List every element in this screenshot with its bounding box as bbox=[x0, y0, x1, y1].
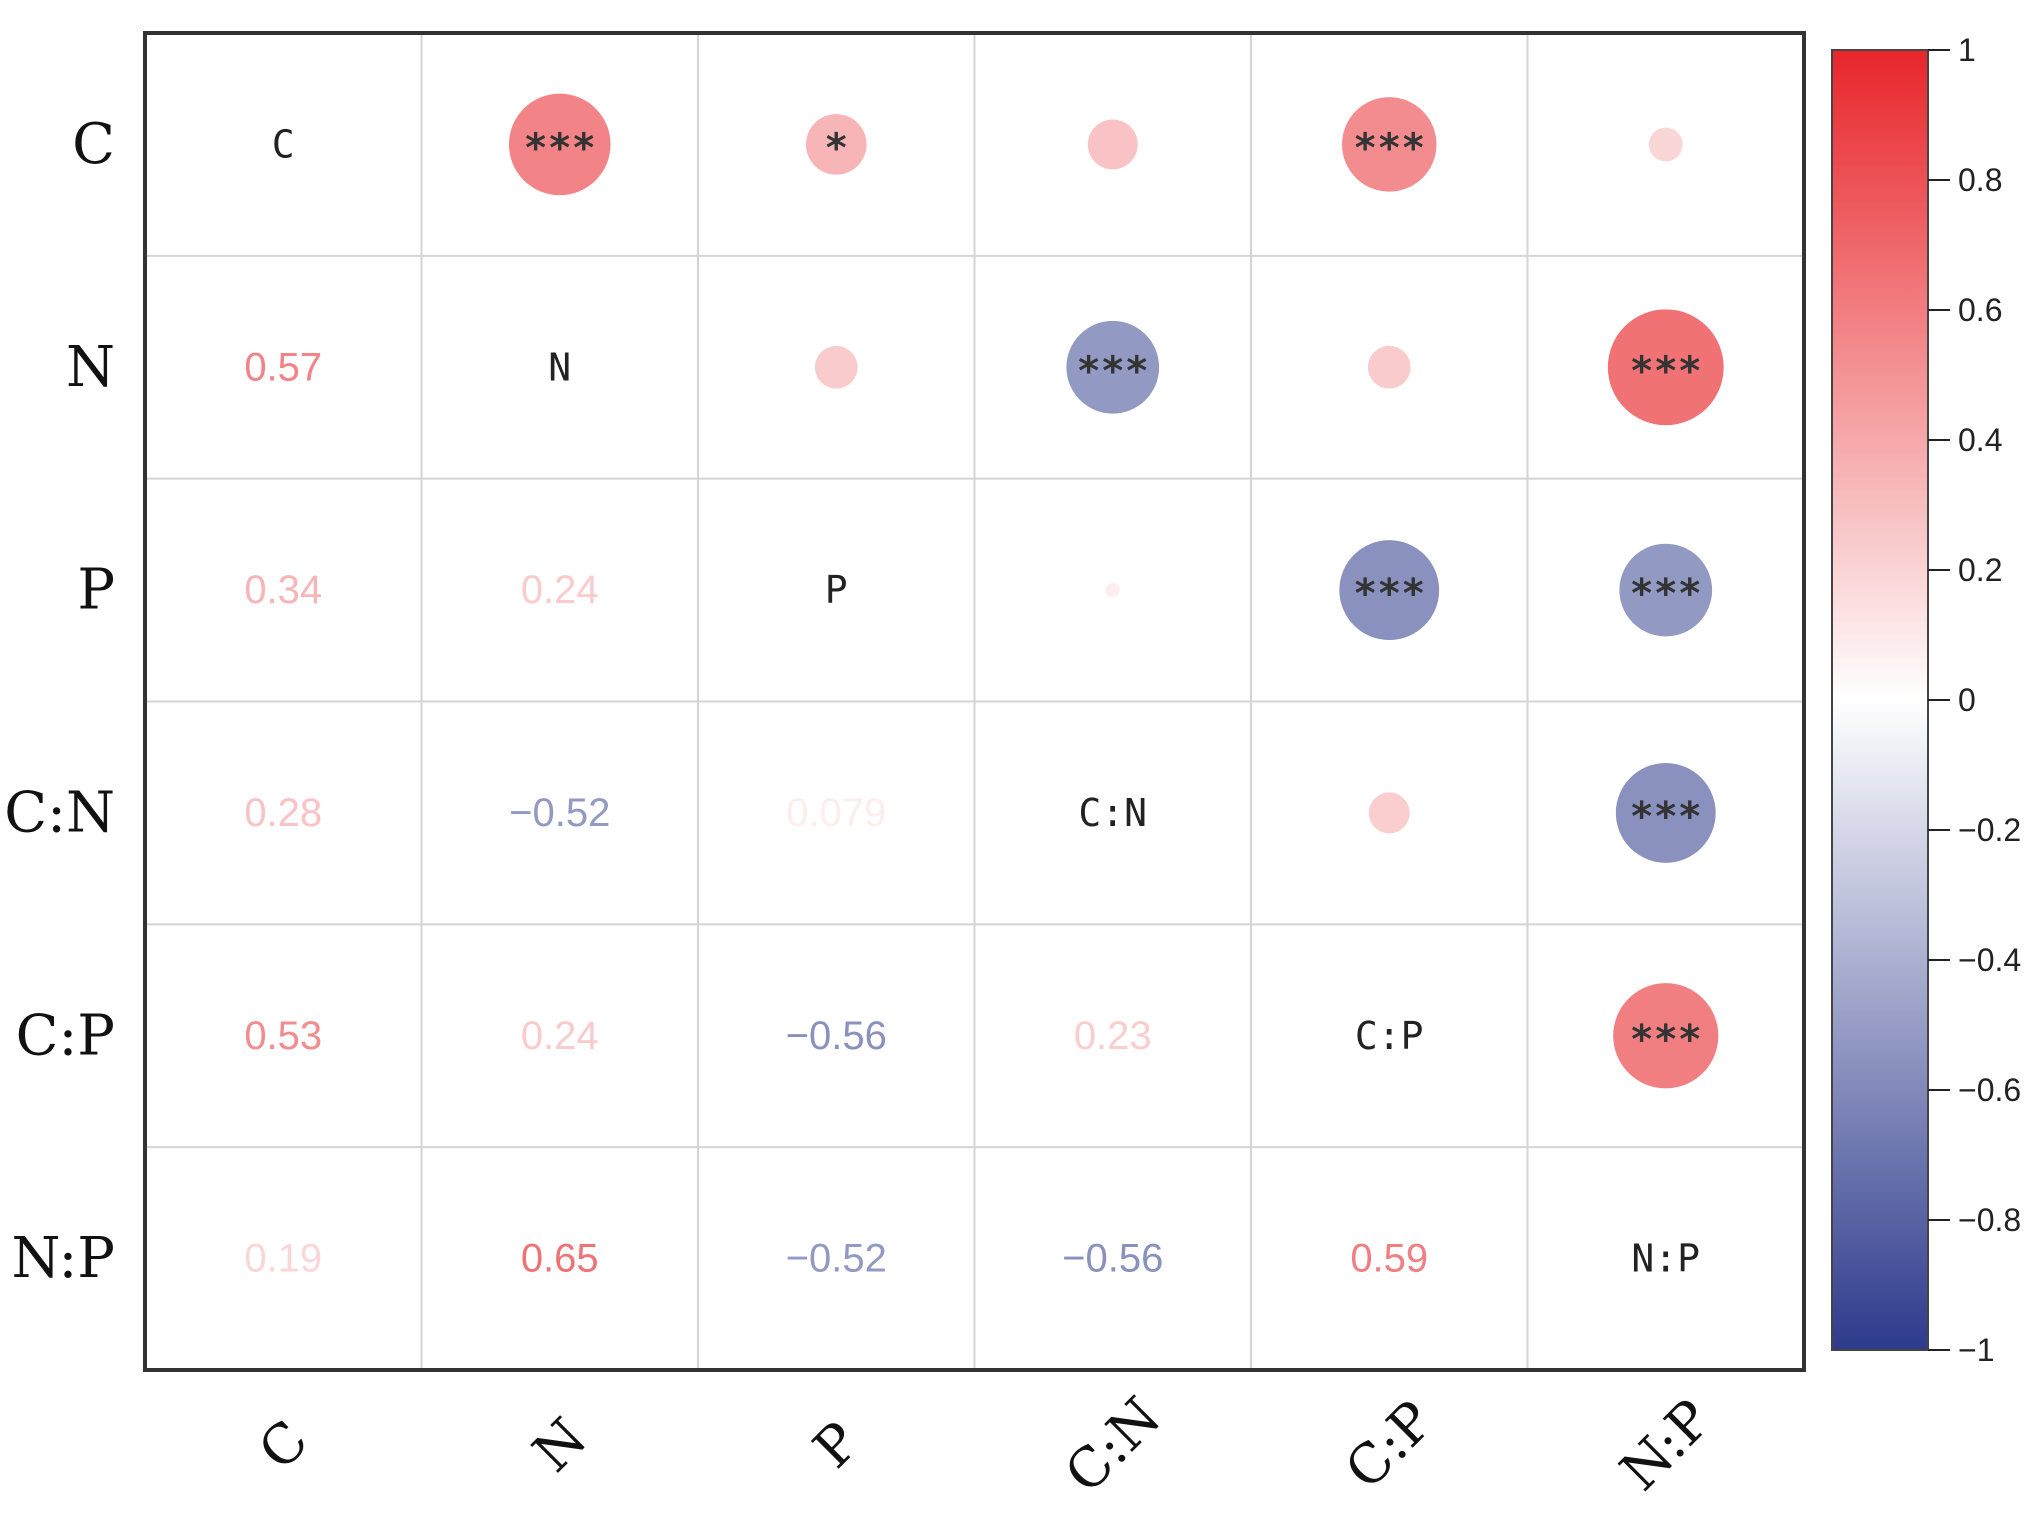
colorbar-tick-label-2: 0.6 bbox=[1958, 292, 2002, 328]
plot-frame bbox=[143, 31, 1806, 1372]
diagonal-label-5: N:P bbox=[1631, 1237, 1700, 1281]
coefficient-label-5-4: 0.59 bbox=[1350, 1237, 1428, 1281]
diagonal-label-3: C:N bbox=[1078, 791, 1147, 835]
coefficient-label-4-1: 0.24 bbox=[521, 1014, 599, 1058]
colorbar-gradient bbox=[1831, 49, 1929, 1351]
correlation-circle-0-4 bbox=[1342, 97, 1437, 192]
column-label-3: C:N bbox=[1053, 1385, 1173, 1505]
coefficient-label-4-3: 0.23 bbox=[1074, 1014, 1152, 1058]
correlation-circle-1-4 bbox=[1367, 345, 1411, 389]
coefficient-label-3-2: 0.079 bbox=[786, 791, 886, 835]
column-label-0: C bbox=[246, 1408, 320, 1482]
correlation-circle-1-5 bbox=[1607, 309, 1724, 426]
colorbar-tick-label-3: 0.4 bbox=[1958, 422, 2002, 458]
correlation-circle-2-5 bbox=[1619, 543, 1713, 637]
colorbar-tick-label-7: −0.4 bbox=[1958, 942, 2021, 978]
row-label-5: N:P bbox=[11, 1226, 115, 1291]
matrix-cells: C *** * ***0.57 N *** ***0.34 0.24 P *** ***0.28 −0… bbox=[244, 93, 1724, 1281]
correlation-circle-0-3 bbox=[1087, 119, 1138, 170]
diagonal-label-2: P bbox=[825, 568, 848, 612]
correlation-circle-3-5 bbox=[1615, 763, 1716, 863]
coefficient-label-5-0: 0.19 bbox=[244, 1237, 322, 1281]
diagonal-label-1: N bbox=[548, 345, 571, 389]
column-label-1: N bbox=[521, 1406, 599, 1484]
row-label-0: C bbox=[72, 112, 115, 177]
coefficient-label-3-1: −0.52 bbox=[509, 791, 610, 835]
colorbar-tick-label-4: 0.2 bbox=[1958, 552, 2002, 588]
coefficient-label-4-2: −0.56 bbox=[786, 1014, 887, 1058]
correlation-circle-1-3 bbox=[1066, 320, 1160, 414]
colorbar-tick-label-5: 0 bbox=[1958, 682, 1976, 718]
diagonal-label-0: C bbox=[272, 122, 295, 166]
correlation-circle-1-2 bbox=[814, 345, 858, 389]
diagonal-label-4: C:P bbox=[1355, 1014, 1424, 1058]
correlation-circle-0-1 bbox=[508, 93, 611, 196]
row-label-2: P bbox=[77, 558, 115, 623]
significance-stars-2-4: *** bbox=[1353, 571, 1425, 617]
correlation-circle-3-4 bbox=[1368, 792, 1410, 834]
significance-stars-0-4: *** bbox=[1353, 125, 1425, 171]
correlation-circle-2-3 bbox=[1105, 583, 1120, 598]
coefficient-label-3-0: 0.28 bbox=[244, 791, 322, 835]
colorbar: 1 0.8 0.6 0.4 0.2 0 −0.2 −0.4 −0.6 −0.8 −1 bbox=[1831, 32, 2021, 1368]
coefficient-label-2-0: 0.34 bbox=[244, 568, 322, 612]
significance-stars-3-5: *** bbox=[1630, 794, 1702, 840]
coefficient-label-2-1: 0.24 bbox=[521, 568, 599, 612]
correlation-circle-4-5 bbox=[1613, 983, 1719, 1089]
grid bbox=[145, 33, 1804, 1370]
coefficient-label-4-0: 0.53 bbox=[244, 1014, 322, 1058]
coefficient-label-1-0: 0.57 bbox=[244, 345, 322, 389]
colorbar-tick-label-8: −0.6 bbox=[1958, 1072, 2021, 1108]
column-labels: C N P C:N C:P N:P bbox=[246, 1385, 1723, 1505]
colorbar-tick-label-0: 1 bbox=[1958, 32, 1976, 68]
column-label-2: P bbox=[801, 1410, 871, 1480]
row-label-4: C:P bbox=[16, 1003, 115, 1068]
correlation-circle-0-2 bbox=[805, 114, 867, 175]
significance-stars-4-5: *** bbox=[1630, 1017, 1702, 1063]
coefficient-label-5-2: −0.52 bbox=[786, 1237, 887, 1281]
significance-stars-2-5: *** bbox=[1630, 571, 1702, 617]
significance-stars-0-1: *** bbox=[524, 125, 596, 171]
row-labels: C N P C:N C:P N:P bbox=[4, 112, 115, 1291]
significance-stars-1-3: *** bbox=[1077, 348, 1149, 394]
significance-stars-1-5: *** bbox=[1630, 348, 1702, 394]
coefficient-label-5-1: 0.65 bbox=[521, 1237, 599, 1281]
colorbar-tick-label-1: 0.8 bbox=[1958, 162, 2002, 198]
column-label-5: N:P bbox=[1608, 1387, 1723, 1502]
significance-stars-0-2: * bbox=[824, 125, 848, 171]
correlation-circle-0-5 bbox=[1648, 127, 1683, 162]
correlation-circle-2-4 bbox=[1339, 540, 1440, 640]
colorbar-tick-label-10: −1 bbox=[1958, 1332, 1994, 1368]
colorbar-tick-label-6: −0.2 bbox=[1958, 812, 2021, 848]
coefficient-label-5-3: −0.56 bbox=[1062, 1237, 1163, 1281]
row-label-1: N bbox=[66, 335, 115, 400]
colorbar-tick-label-9: −0.8 bbox=[1958, 1202, 2021, 1238]
row-label-3: C:N bbox=[4, 780, 115, 845]
column-label-4: C:P bbox=[1333, 1389, 1445, 1501]
